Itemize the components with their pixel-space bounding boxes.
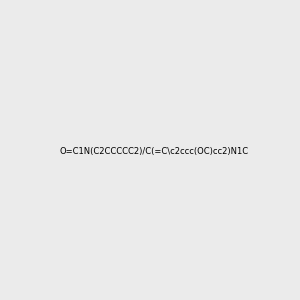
Text: O=C1N(C2CCCCC2)/C(=C\c2ccc(OC)cc2)N1C: O=C1N(C2CCCCC2)/C(=C\c2ccc(OC)cc2)N1C bbox=[59, 147, 248, 156]
